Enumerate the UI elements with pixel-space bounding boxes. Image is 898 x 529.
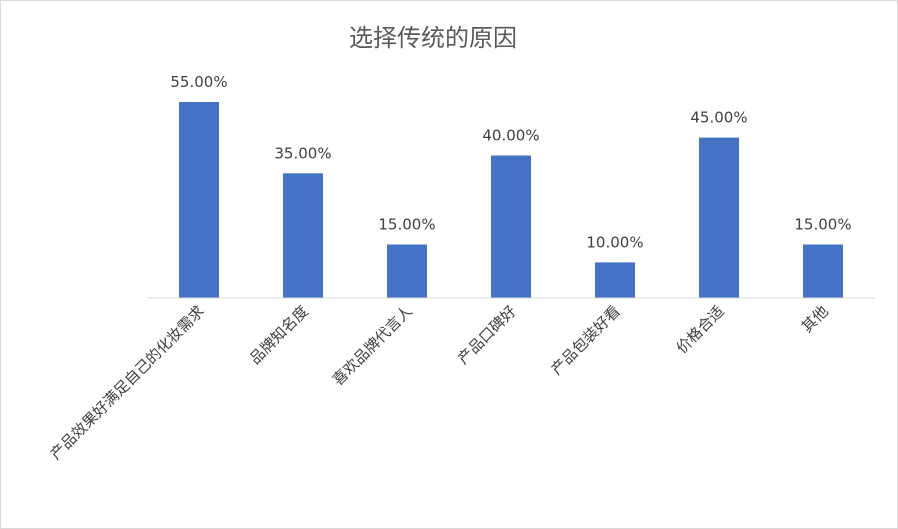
category-label: 产品效果好满足自己的化妆需求 [47,302,208,463]
bar-value-label: 35.00% [274,144,331,162]
bar [179,102,219,298]
bar [283,173,323,298]
bar-value-label: 45.00% [690,109,747,127]
value-labels-layer: 55.00% 35.00% 15.00% 40.00% 10.00% 45.00% 15.0… [170,73,851,251]
bar-value-label: 15.00% [794,216,851,234]
bar [491,155,531,298]
bar [595,262,635,298]
bars-layer [179,102,843,298]
bar [387,244,427,298]
category-label: 产品口碑好 [454,302,520,368]
category-label: 产品包装好看 [547,302,623,378]
bar-value-label: 15.00% [378,216,435,234]
bar [803,244,843,298]
bar-value-label: 40.00% [482,127,539,145]
category-label: 价格合适 [673,302,728,357]
bar [699,137,739,298]
bar-value-label: 55.00% [170,73,227,91]
category-label: 品牌知名度 [246,302,312,368]
bar-value-label: 10.00% [586,233,643,251]
category-labels-layer: 产品效果好满足自己的化妆需求 品牌知名度 喜欢品牌代言人 产品口碑好 产品包装好看 价格合… [47,302,832,463]
category-label: 其他 [798,302,832,336]
chart-title: 选择传统的原因 [349,24,517,52]
category-label: 喜欢品牌代言人 [329,302,416,389]
